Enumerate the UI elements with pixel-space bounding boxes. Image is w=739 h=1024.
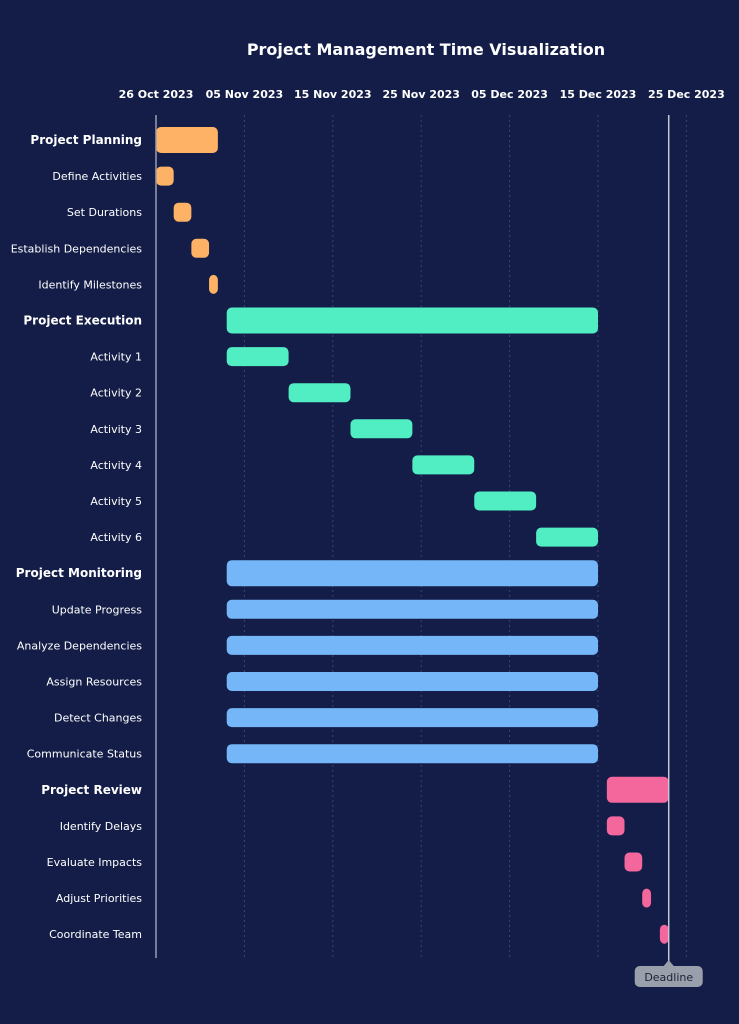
task-label: Activity 6 — [90, 531, 142, 544]
task-labels: Project Planning Define Activities Set Dur… — [11, 133, 143, 941]
x-tick-label: 15 Dec 2023 — [560, 88, 637, 101]
group-label: Project Execution — [23, 314, 142, 328]
deadline-badge — [634, 966, 703, 987]
group-bar — [226, 560, 598, 587]
task-bar — [536, 527, 598, 547]
deadline-marker: Deadline — [634, 115, 703, 987]
group-bar — [606, 776, 669, 803]
x-tick-label: 05 Dec 2023 — [471, 88, 548, 101]
task-bar — [606, 816, 625, 836]
task-label: Evaluate Impacts — [47, 856, 143, 869]
task-bar — [191, 238, 210, 258]
task-label: Activity 4 — [90, 459, 142, 472]
x-tick-label: 25 Nov 2023 — [382, 88, 460, 101]
task-bar — [659, 924, 669, 944]
task-label: Communicate Status — [27, 748, 143, 761]
task-label: Coordinate Team — [49, 928, 142, 941]
task-bar — [350, 419, 413, 439]
task-bar — [173, 202, 192, 222]
x-tick-label: 05 Nov 2023 — [206, 88, 284, 101]
task-bar — [474, 491, 537, 511]
x-tick-label: 26 Oct 2023 — [119, 88, 194, 101]
x-axis-ticks: 26 Oct 2023 05 Nov 2023 15 Nov 2023 25 Nov … — [119, 88, 725, 101]
deadline-pointer — [663, 960, 674, 966]
task-bar — [156, 166, 174, 186]
task-bar — [226, 347, 289, 367]
task-label: Identify Milestones — [38, 278, 142, 291]
task-label: Update Progress — [52, 603, 143, 616]
task-bar — [226, 672, 598, 691]
task-bar — [226, 635, 598, 655]
task-bars — [156, 127, 669, 944]
task-bar — [226, 599, 598, 619]
task-label: Establish Dependencies — [11, 242, 143, 255]
task-bar — [412, 455, 475, 475]
group-bar — [226, 307, 598, 334]
task-bar — [226, 708, 598, 728]
x-tick-label: 15 Nov 2023 — [294, 88, 372, 101]
task-label: Analyze Dependencies — [17, 639, 142, 652]
task-label: Define Activities — [52, 170, 142, 183]
task-bar — [209, 274, 218, 294]
task-label: Adjust Priorities — [56, 892, 142, 905]
group-bar — [156, 127, 218, 153]
chart-title: Project Management Time Visualization — [247, 40, 605, 59]
task-label: Set Durations — [67, 206, 142, 219]
task-label: Assign Resources — [46, 676, 142, 689]
task-bar — [226, 744, 598, 764]
task-label: Identify Delays — [60, 820, 143, 833]
x-tick-label: 25 Dec 2023 — [648, 88, 725, 101]
task-bar — [642, 888, 652, 908]
task-bar — [288, 383, 351, 403]
task-label: Activity 1 — [90, 351, 142, 364]
task-label: Activity 3 — [90, 423, 142, 436]
task-label: Detect Changes — [54, 712, 142, 725]
group-label: Project Planning — [30, 133, 142, 147]
task-label: Activity 5 — [90, 495, 142, 508]
task-bar — [624, 852, 643, 872]
deadline-label: Deadline — [644, 971, 693, 984]
group-label: Project Review — [41, 783, 142, 797]
group-label: Project Monitoring — [16, 566, 142, 580]
task-label: Activity 2 — [90, 387, 142, 400]
